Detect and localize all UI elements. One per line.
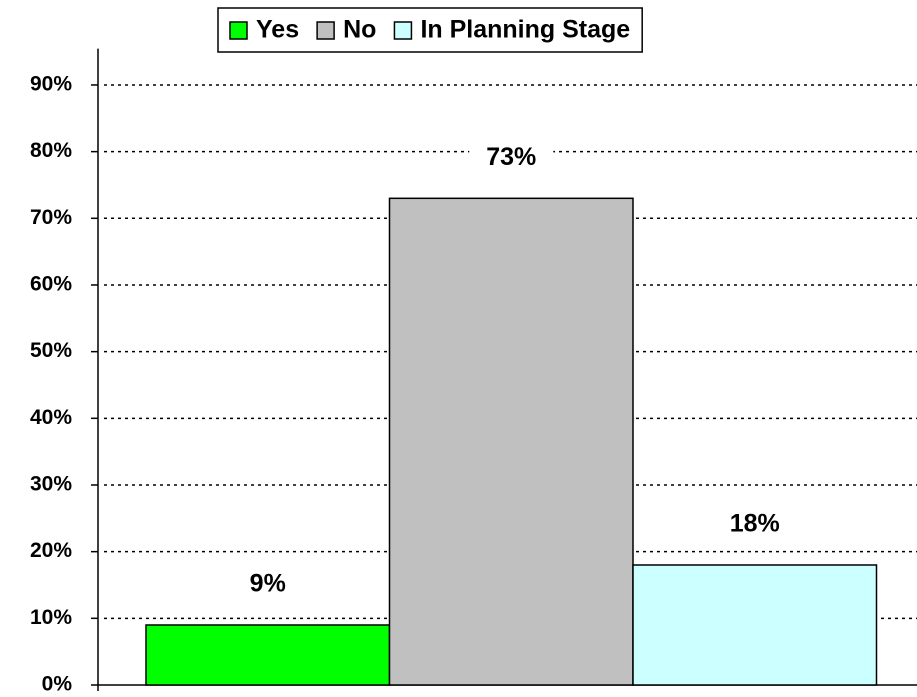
y-tick-label: 60% <box>30 273 72 296</box>
legend-label: Yes <box>256 16 299 44</box>
y-tick-label: 40% <box>30 406 72 429</box>
y-tick-label: 10% <box>30 606 72 629</box>
bar <box>632 564 878 686</box>
bar <box>145 624 391 686</box>
label-background <box>712 506 797 543</box>
legend <box>217 7 643 53</box>
y-tick-label: 50% <box>30 339 72 362</box>
y-tick-label: 0% <box>42 673 73 696</box>
y-tick-label: 20% <box>30 539 72 562</box>
legend-swatch <box>316 21 335 40</box>
y-tick-label: 70% <box>30 206 72 229</box>
bar <box>388 197 634 686</box>
label-background <box>225 566 310 603</box>
legend-swatch <box>393 21 413 40</box>
y-tick-label: 80% <box>30 139 72 162</box>
data-label: 9% <box>250 570 286 598</box>
label-background <box>469 140 554 177</box>
data-label: 18% <box>730 510 780 538</box>
legend-label: In Planning Stage <box>420 16 630 44</box>
y-tick-label: 30% <box>30 473 72 496</box>
legend-swatch <box>229 21 248 40</box>
y-tick-label: 90% <box>30 73 72 96</box>
data-label: 73% <box>486 143 536 171</box>
legend-label: No <box>343 16 376 44</box>
